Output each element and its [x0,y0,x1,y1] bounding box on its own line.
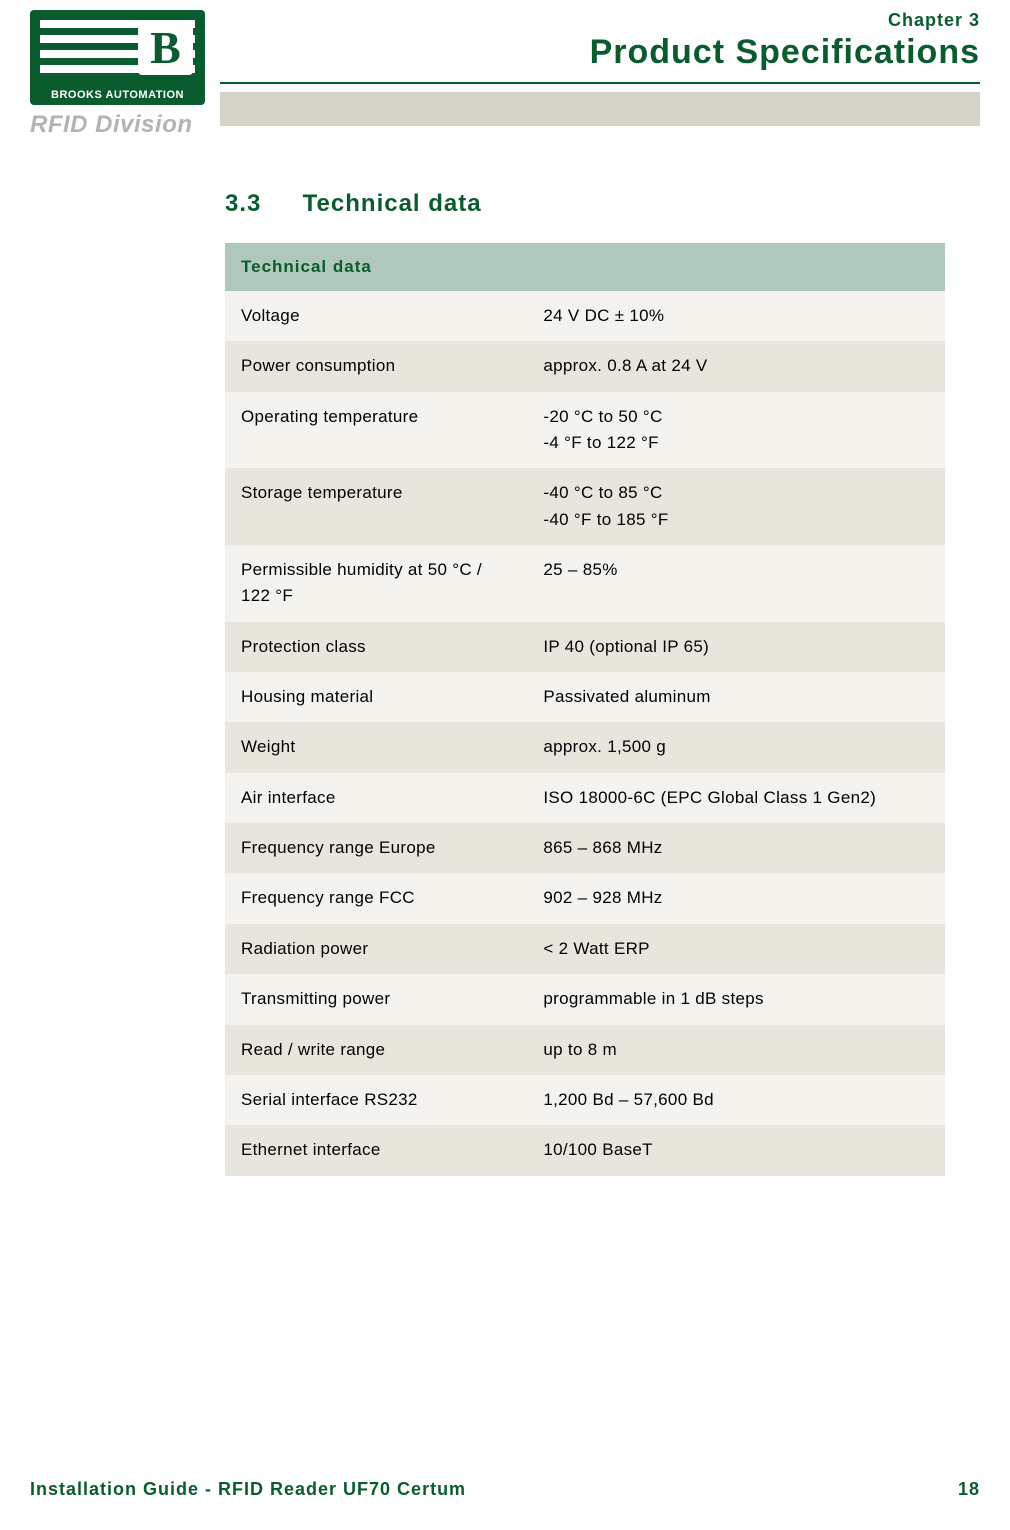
spec-key: Frequency range FCC [225,873,527,923]
table-row: Operating temperature-20 °C to 50 °C-4 °… [225,392,945,469]
spec-key: Voltage [225,291,527,341]
table-row: Radiation power< 2 Watt ERP [225,924,945,974]
spec-value: IP 40 (optional IP 65) [527,622,945,672]
header-band [220,92,980,126]
table-row: Weightapprox. 1,500 g [225,722,945,772]
brand-logo-badge: B BROOKS AUTOMATION [30,10,205,105]
spec-key: Air interface [225,773,527,823]
spec-key: Weight [225,722,527,772]
spec-value: 25 – 85% [527,545,945,622]
table-row: Serial interface RS2321,200 Bd – 57,600 … [225,1075,945,1125]
content-area: 3.3 Technical data Technical data Voltag… [225,190,945,1176]
spec-value: approx. 0.8 A at 24 V [527,341,945,391]
table-row: Transmitting powerprogrammable in 1 dB s… [225,974,945,1024]
spec-key: Frequency range Europe [225,823,527,873]
logo-letter: B [138,20,193,75]
spec-value: 902 – 928 MHz [527,873,945,923]
spec-key: Operating temperature [225,392,527,469]
table-row: Housing materialPassivated aluminum [225,672,945,722]
table-row: Air interfaceISO 18000-6C (EPC Global Cl… [225,773,945,823]
spec-value: 10/100 BaseT [527,1125,945,1175]
spec-key: Housing material [225,672,527,722]
spec-key: Ethernet interface [225,1125,527,1175]
spec-value: programmable in 1 dB steps [527,974,945,1024]
table-row: Voltage24 V DC ± 10% [225,291,945,341]
technical-data-table: Technical data Voltage24 V DC ± 10%Power… [225,243,945,1176]
brand-logo: B BROOKS AUTOMATION RFID Division [30,10,205,139]
footer-doc-title: Installation Guide - RFID Reader UF70 Ce… [30,1479,466,1500]
table-row: Protection classIP 40 (optional IP 65) [225,622,945,672]
table-header: Technical data [225,243,945,291]
spec-value: < 2 Watt ERP [527,924,945,974]
brand-name: BROOKS AUTOMATION [30,89,205,101]
spec-key: Serial interface RS232 [225,1075,527,1125]
spec-value: -20 °C to 50 °C-4 °F to 122 °F [527,392,945,469]
table-row: Power consumptionapprox. 0.8 A at 24 V [225,341,945,391]
table-row: Frequency range FCC902 – 928 MHz [225,873,945,923]
spec-value: 1,200 Bd – 57,600 Bd [527,1075,945,1125]
header-rule [220,82,980,84]
spec-value: 24 V DC ± 10% [527,291,945,341]
table-row: Ethernet interface10/100 BaseT [225,1125,945,1175]
table-row: Storage temperature-40 °C to 85 °C-40 °F… [225,468,945,545]
section-number: 3.3 [225,190,295,218]
spec-value: approx. 1,500 g [527,722,945,772]
table-row: Frequency range Europe865 – 868 MHz [225,823,945,873]
chapter-title: Product Specifications [220,33,980,72]
spec-value: -40 °C to 85 °C-40 °F to 185 °F [527,468,945,545]
section-title: Technical data [303,190,482,217]
chapter-block: Chapter 3 Product Specifications [220,10,980,126]
spec-key: Radiation power [225,924,527,974]
spec-key: Power consumption [225,341,527,391]
spec-key: Permissible humidity at 50 °C / 122 °F [225,545,527,622]
page-header: B BROOKS AUTOMATION RFID Division Chapte… [0,0,1010,150]
chapter-label: Chapter 3 [220,10,980,31]
spec-key: Storage temperature [225,468,527,545]
spec-value: ISO 18000-6C (EPC Global Class 1 Gen2) [527,773,945,823]
page: B BROOKS AUTOMATION RFID Division Chapte… [0,0,1010,1530]
table-row: Permissible humidity at 50 °C / 122 °F25… [225,545,945,622]
section-heading: 3.3 Technical data [225,190,945,218]
spec-value: up to 8 m [527,1025,945,1075]
spec-value: 865 – 868 MHz [527,823,945,873]
spec-value: Passivated aluminum [527,672,945,722]
brand-division: RFID Division [30,111,205,139]
footer-page-number: 18 [958,1479,980,1500]
spec-key: Read / write range [225,1025,527,1075]
table-row: Read / write rangeup to 8 m [225,1025,945,1075]
spec-key: Protection class [225,622,527,672]
page-footer: Installation Guide - RFID Reader UF70 Ce… [30,1479,980,1500]
spec-key: Transmitting power [225,974,527,1024]
